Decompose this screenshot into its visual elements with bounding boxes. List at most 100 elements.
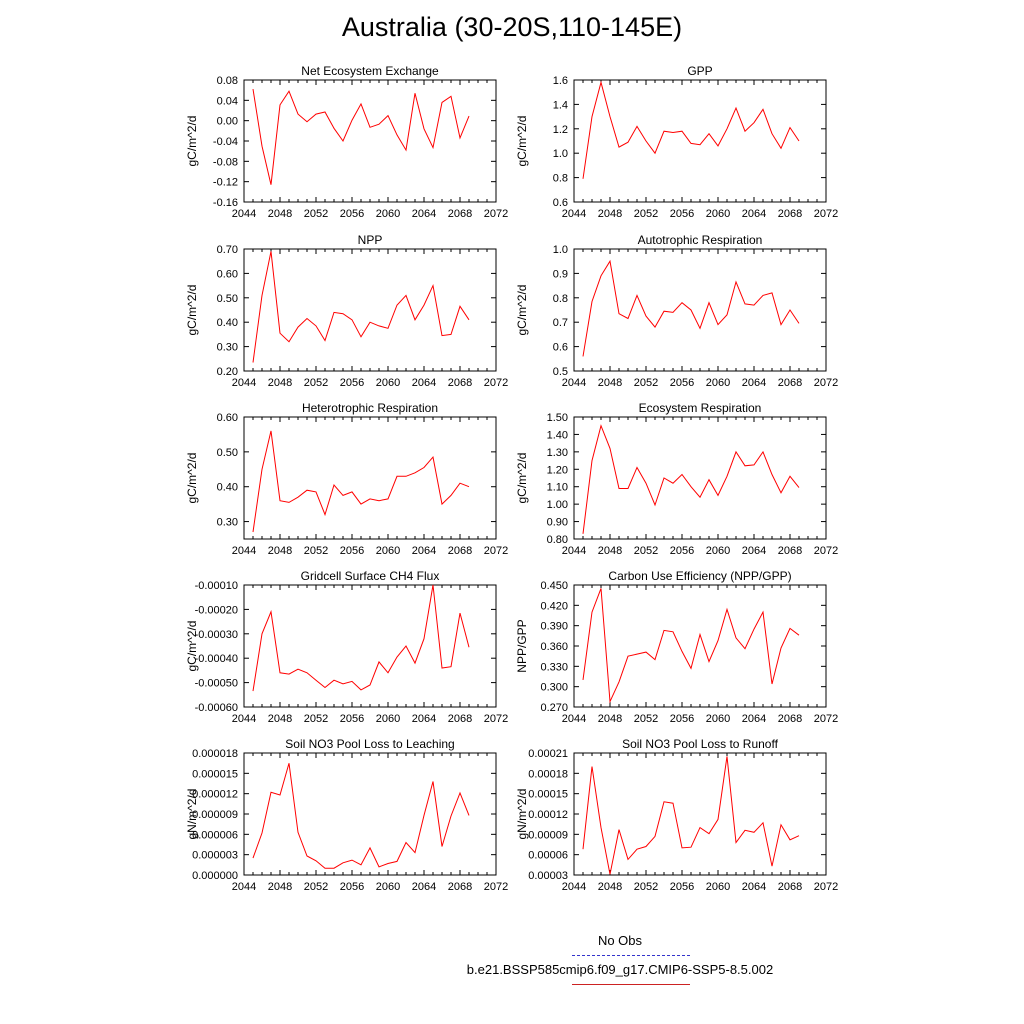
panel-4-y-tick-label: 0.8 [553,293,568,305]
panel-9-y-tick-label: 0.000006 [192,829,238,841]
panel-6-y-tick-label: 0.90 [547,517,568,529]
panel-2-x-tick-label: 2068 [778,208,802,220]
panel-7-y-tick-label: -0.00040 [195,653,238,665]
panel-6-x-tick-label: 2052 [634,545,658,557]
panel-9-x-tick-label: 2060 [376,881,400,893]
panel-4-y-tick-label: 0.7 [553,317,568,329]
panel-6-x-tick-label: 2072 [814,545,838,557]
panel-5-x-tick-label: 2056 [340,545,364,557]
panel-10-y-tick-label: 0.00021 [528,748,568,760]
panel-6-x-tick-label: 2064 [742,545,766,557]
legend-model-line [572,984,690,985]
panel-2-y-tick-label: 1.6 [553,75,568,87]
panel-7-x-tick-label: 2064 [412,713,436,725]
panel-1-y-tick-label: 0.08 [217,75,238,87]
panel-10-x-tick-label: 2052 [634,881,658,893]
panel-6-x-tick-label: 2056 [670,545,694,557]
panel-9-x-tick-label: 2064 [412,881,436,893]
panel-2-y-tick-label: 1.4 [553,99,568,111]
panel-9-y-tick-label: 0.000012 [192,789,238,801]
panel-8-y-tick-label: 0.360 [540,641,568,653]
panel-5-x-tick-label: 2044 [232,545,256,557]
panel-5-y-tick-label: 0.40 [217,482,238,494]
panel-8-frame [573,584,827,708]
panel-4-title: Autotrophic Respiration [638,233,763,247]
panel-6-y-tick-label: 1.40 [547,429,568,441]
panel-4-x-tick-label: 2056 [670,377,694,389]
panel-5-x-tick-label: 2068 [448,545,472,557]
panel-9-x-tick-label: 2044 [232,881,256,893]
panel-5-frame [243,416,497,540]
panel-1-y-tick-label: 0.04 [217,95,238,107]
panel-8-y-tick-label: 0.390 [540,621,568,633]
panel-8-y-tick-label: 0.420 [540,600,568,612]
panel-7-y-axis-label: gC/m^2/d [185,621,199,672]
panel-7-y-tick-label: -0.00020 [195,604,238,616]
panel-8-y-tick-label: 0.450 [540,580,568,592]
legend-model-label: b.e21.BSSP585cmip6.f09_g17.CMIP6-SSP5-8.… [466,962,774,977]
panel-9-title: Soil NO3 Pool Loss to Leaching [285,737,454,751]
panel-5-y-axis-label: gC/m^2/d [185,453,199,504]
panel-9-y-tick-label: 0.000018 [192,748,238,760]
panel-10-y-tick-label: 0.00015 [528,789,568,801]
panel-4-x-tick-label: 2052 [634,377,658,389]
panel-6-y-tick-label: 0.80 [547,534,568,546]
panel-3-x-tick-label: 2056 [340,377,364,389]
panel-4-y-tick-label: 0.5 [553,366,568,378]
panel-1-x-tick-label: 2060 [376,208,400,220]
panel-7-y-tick-label: -0.00010 [195,580,238,592]
panel-3-x-tick-label: 2048 [268,377,292,389]
panel-6-x-tick-label: 2060 [706,545,730,557]
panel-10-y-tick-label: 0.00009 [528,829,568,841]
page-title: Australia (30-20S,110-145E) [341,12,683,42]
panel-1-title: Net Ecosystem Exchange [301,64,439,78]
panel-9-x-tick-label: 2072 [484,881,508,893]
panel-7-y-tick-label: -0.00030 [195,629,238,641]
panel-1-frame [243,79,497,203]
panel-8-x-tick-label: 2064 [742,713,766,725]
panel-2-frame [573,79,827,203]
panel-3-y-tick-label: 0.30 [217,342,238,354]
panel-10-y-tick-label: 0.00018 [528,768,568,780]
panel-10-y-tick-label: 0.00003 [528,870,568,882]
panel-7-frame [243,584,497,708]
panel-1-y-axis-label: gC/m^2/d [185,116,199,167]
panel-3-x-tick-label: 2064 [412,377,436,389]
panel-8-y-tick-label: 0.330 [540,661,568,673]
panel-5-y-tick-label: 0.50 [217,447,238,459]
panel-3-y-tick-label: 0.50 [217,293,238,305]
panel-1-x-tick-label: 2072 [484,208,508,220]
panel-10-title: Soil NO3 Pool Loss to Runoff [622,737,779,751]
panel-3-frame [243,248,497,372]
panel-6-frame [573,416,827,540]
panel-3-y-tick-label: 0.20 [217,366,238,378]
panel-2-x-tick-label: 2064 [742,208,766,220]
panel-6-y-tick-label: 1.50 [547,412,568,424]
panel-1-y-tick-label: -0.16 [213,197,238,209]
panel-6-x-tick-label: 2068 [778,545,802,557]
panel-7-x-tick-label: 2072 [484,713,508,725]
panel-4-y-tick-label: 0.9 [553,268,568,280]
panel-9-x-tick-label: 2068 [448,881,472,893]
panel-7-y-tick-label: -0.00050 [195,678,238,690]
panel-6-y-tick-label: 1.10 [547,482,568,494]
panel-5-y-tick-label: 0.30 [217,517,238,529]
panel-7-x-tick-label: 2044 [232,713,256,725]
panel-2-x-tick-label: 2048 [598,208,622,220]
panel-7-x-tick-label: 2068 [448,713,472,725]
panel-4-x-tick-label: 2064 [742,377,766,389]
panel-8-series-line [582,588,800,704]
panel-1-x-tick-label: 2048 [268,208,292,220]
panel-4-y-tick-label: 0.6 [553,342,568,354]
panel-8-x-tick-label: 2052 [634,713,658,725]
panel-8-x-tick-label: 2072 [814,713,838,725]
panel-1-y-tick-label: -0.04 [213,136,238,148]
panel-4-x-tick-label: 2072 [814,377,838,389]
panel-2-y-tick-label: 0.8 [553,173,568,185]
panel-5-x-tick-label: 2048 [268,545,292,557]
panel-7-y-tick-label: -0.00060 [195,702,238,714]
panel-10-series-line [582,756,800,875]
panel-3-x-tick-label: 2068 [448,377,472,389]
panel-10-x-tick-label: 2056 [670,881,694,893]
